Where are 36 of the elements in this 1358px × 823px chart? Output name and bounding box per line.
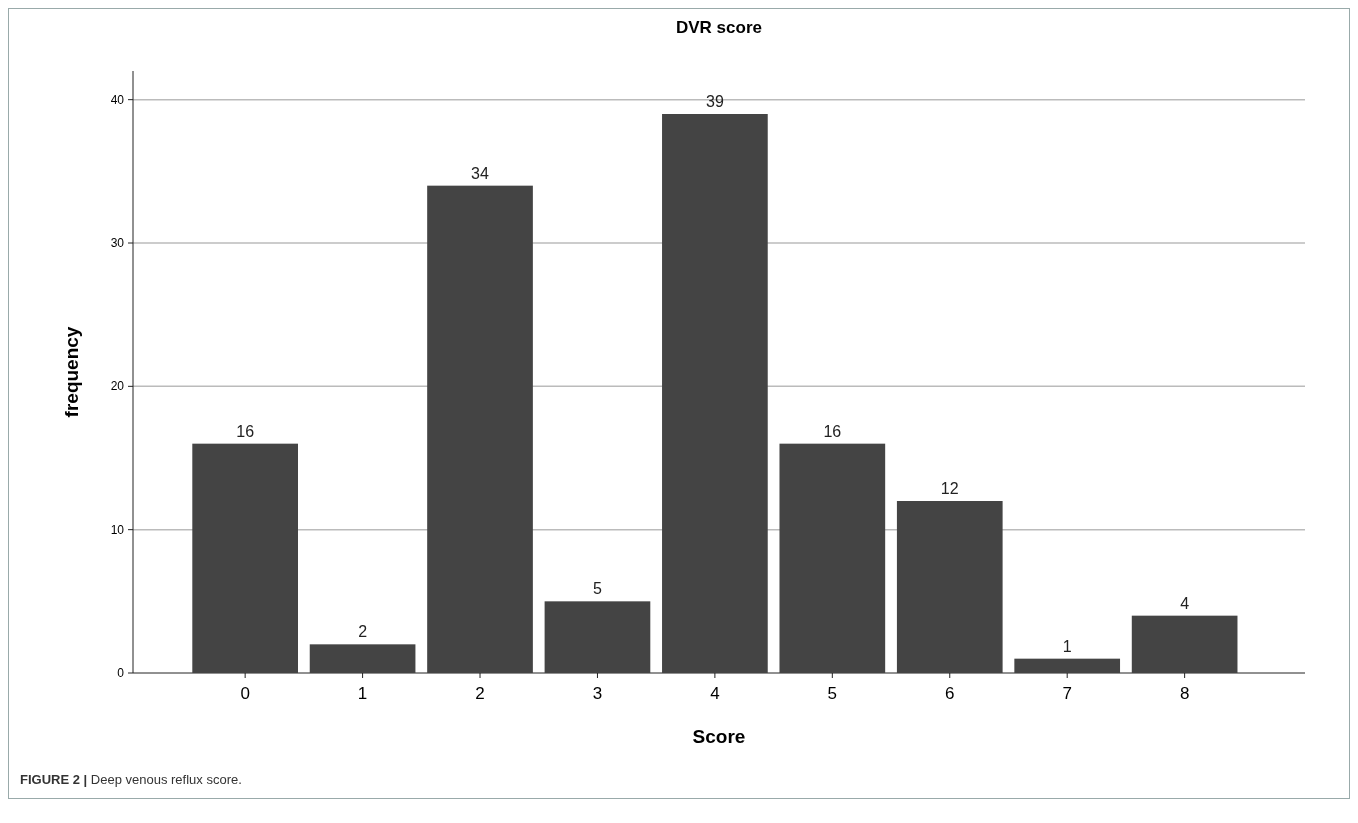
caption: FIGURE 2 | Deep venous reflux score. — [20, 772, 242, 787]
y-tick-label: 0 — [117, 666, 125, 680]
x-axis-title: Score — [692, 726, 746, 747]
y-tick-label: 20 — [110, 379, 125, 394]
x-tick-label: 7 — [1062, 684, 1072, 703]
bar — [1014, 658, 1121, 673]
y-tick-label: 40 — [110, 92, 125, 107]
bar — [544, 601, 651, 673]
data-label: 39 — [705, 93, 724, 110]
bar — [192, 443, 298, 673]
bar — [427, 185, 533, 673]
bar — [1131, 615, 1238, 673]
x-tick-label: 1 — [357, 684, 368, 703]
x-tick-label: 3 — [592, 684, 603, 703]
x-tick-label: 5 — [827, 684, 838, 703]
x-tick-label: 0 — [240, 684, 250, 703]
y-tick-label: 10 — [110, 522, 125, 537]
bar — [896, 501, 1003, 673]
y-axis-title: frequency — [61, 326, 82, 418]
data-label: 4 — [1180, 594, 1190, 612]
x-tick-label: 2 — [475, 684, 485, 703]
chart-title: DVR score — [676, 18, 762, 37]
x-tick-label: 6 — [945, 684, 955, 703]
data-label: 1 — [1062, 637, 1072, 655]
x-tick-label: 4 — [710, 684, 720, 703]
x-tick-label: 8 — [1179, 684, 1190, 703]
data-label: 34 — [471, 164, 490, 182]
bar — [779, 443, 886, 673]
data-label: 16 — [823, 422, 842, 440]
bar — [309, 644, 416, 673]
data-label: 5 — [593, 580, 602, 598]
data-label: 12 — [940, 480, 959, 497]
y-tick-label: 30 — [110, 236, 125, 250]
data-label: 16 — [236, 422, 255, 440]
data-label: 2 — [358, 623, 368, 641]
bar — [662, 114, 768, 673]
